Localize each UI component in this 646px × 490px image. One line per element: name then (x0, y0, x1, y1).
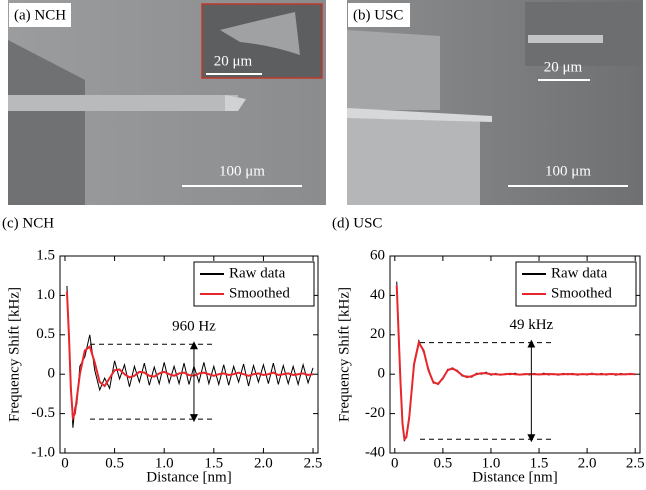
y-tick-label: 20 (370, 326, 385, 342)
x-tick-label: 1.5 (204, 455, 223, 471)
y-axis-label: Frequency Shift [kHz] (336, 287, 352, 422)
annotation-bg (165, 318, 222, 337)
y-tick-label: -0.5 (31, 405, 55, 421)
plot-frame (59, 255, 319, 454)
inset-scale-label: 20 μm (214, 53, 253, 69)
chart: (c) NCH Distance [nm] Frequency Shift [kHz… (2, 215, 322, 485)
chart: (d) USC Distance [nm] Frequency Shift [kHz… (332, 215, 645, 485)
legend-label: Smoothed (551, 285, 612, 301)
y-tick-label: 1.5 (36, 247, 55, 263)
y-tick-label: 1.0 (36, 287, 55, 303)
data-line (66, 285, 314, 428)
x-axis-label: Distance [nm] (146, 469, 231, 485)
x-tick-label: 1.0 (482, 455, 501, 471)
x-tick-label: 0 (61, 455, 69, 471)
x-tick-label: 0.5 (434, 455, 453, 471)
legend-label: Raw data (551, 265, 608, 281)
image-label: (b) USC (353, 7, 403, 23)
scale-label: 100 μm (219, 163, 265, 179)
inset-scale-label: 20 μm (544, 59, 583, 75)
scale-label: 100 μm (545, 163, 591, 179)
x-tick-label: 2.5 (304, 455, 323, 471)
plot-area (395, 281, 636, 442)
legend-box (515, 261, 637, 307)
legend-box (193, 261, 315, 307)
x-tick-label: 1.5 (530, 455, 549, 471)
y-tick-label: -40 (365, 444, 385, 460)
y-tick-label: 0 (48, 366, 56, 382)
y-tick-label: 60 (370, 247, 385, 263)
x-tick-label: 1.0 (155, 455, 174, 471)
data-line (395, 285, 636, 442)
sem-image-a: (a) NCH 20 μm 100 μm (8, 0, 326, 205)
chart-title: (d) USC (332, 215, 382, 231)
y-tick-label: 0 (378, 366, 386, 382)
y-tick-label: 0.5 (36, 326, 55, 342)
plot-area (65, 285, 314, 428)
plot-frame (389, 255, 641, 454)
annotation: 960 Hz (172, 319, 216, 335)
data-line (65, 291, 314, 422)
x-tick-label: 2.0 (254, 455, 273, 471)
image-label: (a) NCH (14, 7, 66, 23)
y-tick-label: -1.0 (31, 444, 55, 460)
y-tick-label: 40 (370, 287, 385, 303)
x-tick-label: 2.5 (626, 455, 645, 471)
y-axis-label: Frequency Shift [kHz] (6, 287, 22, 422)
x-axis-label: Distance [nm] (472, 469, 557, 485)
annotation: 49 kHz (509, 317, 553, 333)
x-tick-label: 0 (391, 455, 399, 471)
chart-title: (c) NCH (2, 215, 54, 231)
sem-image-b: (b) USC 20 μm 100 μm (347, 0, 643, 205)
legend-label: Smoothed (229, 285, 290, 301)
x-tick-label: 2.0 (578, 455, 597, 471)
x-tick-label: 0.5 (105, 455, 124, 471)
y-tick-label: -20 (365, 405, 385, 421)
annotation-bg (503, 316, 560, 335)
legend-label: Raw data (229, 265, 286, 281)
